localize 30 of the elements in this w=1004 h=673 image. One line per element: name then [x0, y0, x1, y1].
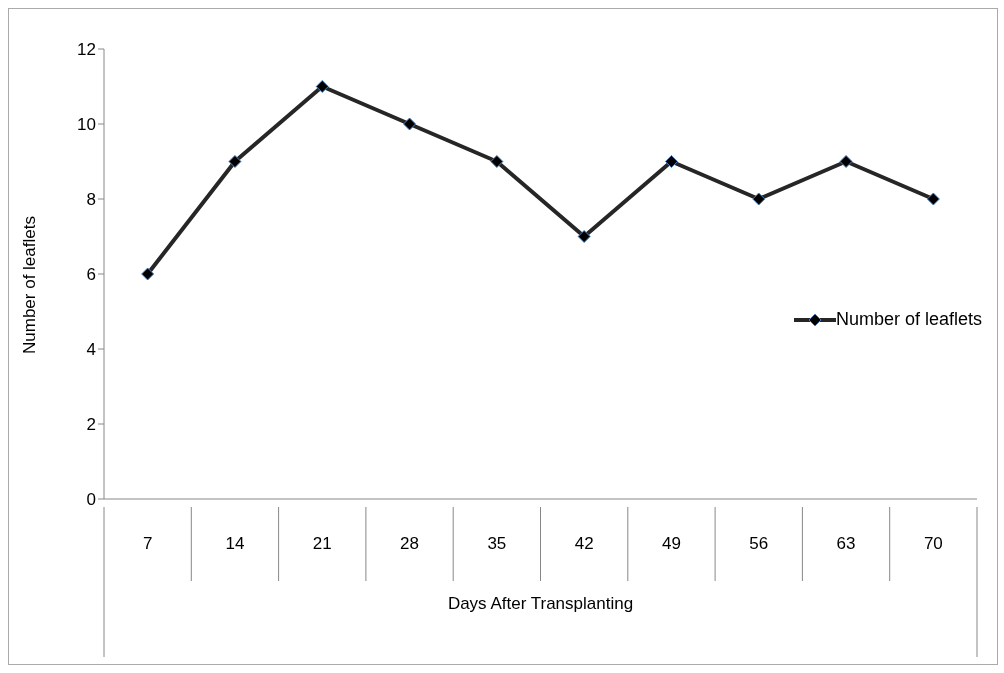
x-tick-label: 42 [574, 534, 594, 553]
y-tick-label: 10 [77, 115, 96, 135]
point [403, 117, 417, 131]
point [926, 192, 940, 206]
x-tick-label: 56 [749, 534, 769, 553]
point [577, 230, 591, 243]
legend-label: Number of leaflets [835, 309, 982, 330]
x-tick-label: 70 [923, 534, 943, 553]
x-tick-label: 7 [142, 534, 153, 553]
x-tick-label: 49 [661, 534, 681, 553]
y-axis-title: Number of leaflets [20, 216, 40, 354]
point [752, 192, 766, 206]
point [141, 267, 155, 281]
x-tick-label: 35 [487, 534, 507, 553]
point [490, 155, 504, 168]
y-tick-label: 0 [86, 490, 96, 510]
y-tick-label: 4 [86, 340, 96, 360]
point [228, 155, 242, 168]
point [315, 80, 329, 93]
x-tick-label: 28 [400, 534, 420, 553]
y-tick-label: 2 [86, 415, 96, 435]
y-tick-label: 8 [86, 190, 96, 210]
x-tick-label: 14 [225, 534, 245, 553]
x-tick-label: 63 [836, 534, 856, 553]
x-axis-title: Days After Transplanting [447, 594, 634, 613]
x-tick-label: 21 [312, 534, 332, 553]
y-tick-label: 12 [77, 40, 96, 60]
y-tick-label: 6 [86, 265, 96, 285]
point [664, 155, 678, 168]
point [839, 155, 853, 168]
